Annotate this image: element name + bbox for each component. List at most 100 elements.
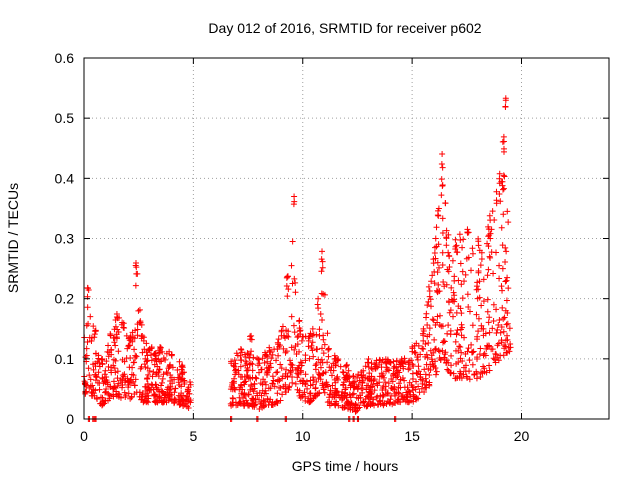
data-point bbox=[490, 270, 497, 277]
data-point bbox=[275, 336, 282, 343]
data-point bbox=[146, 386, 153, 393]
data-point bbox=[256, 369, 263, 376]
data-point bbox=[359, 384, 366, 391]
data-point bbox=[320, 350, 327, 357]
grid-lines bbox=[84, 58, 609, 419]
data-point bbox=[310, 353, 317, 360]
data-point bbox=[459, 268, 466, 275]
data-point bbox=[328, 400, 335, 407]
data-point bbox=[302, 371, 309, 378]
data-point bbox=[498, 224, 505, 231]
data-point bbox=[325, 383, 332, 390]
data-point bbox=[430, 317, 437, 324]
data-point bbox=[359, 379, 366, 386]
y-tick-label: 0.3 bbox=[55, 231, 75, 247]
data-point bbox=[297, 327, 304, 334]
data-point bbox=[479, 370, 486, 377]
data-point bbox=[415, 342, 422, 349]
data-point bbox=[477, 262, 484, 269]
data-point bbox=[421, 366, 428, 373]
data-point bbox=[274, 400, 281, 407]
data-point bbox=[499, 304, 506, 311]
data-point bbox=[89, 382, 96, 389]
data-point bbox=[310, 377, 317, 384]
data-point bbox=[99, 394, 106, 401]
data-point bbox=[154, 363, 161, 370]
data-point bbox=[321, 382, 328, 389]
data-point bbox=[292, 279, 299, 286]
data-point bbox=[282, 389, 289, 396]
data-point bbox=[400, 365, 407, 372]
data-point bbox=[452, 243, 459, 250]
data-point bbox=[87, 383, 94, 390]
data-point bbox=[357, 394, 364, 401]
data-point bbox=[401, 377, 408, 384]
data-point bbox=[110, 385, 117, 392]
data-point bbox=[459, 295, 466, 302]
data-point bbox=[137, 319, 144, 326]
data-point bbox=[318, 345, 325, 352]
data-point bbox=[119, 384, 126, 391]
data-point bbox=[262, 387, 269, 394]
data-point bbox=[158, 388, 165, 395]
data-point bbox=[362, 363, 369, 370]
data-point bbox=[347, 382, 354, 389]
data-point bbox=[176, 382, 183, 389]
data-point bbox=[384, 398, 391, 405]
data-point bbox=[484, 296, 491, 303]
data-point bbox=[145, 395, 152, 402]
data-point bbox=[101, 371, 108, 378]
data-point bbox=[477, 373, 484, 380]
data-point bbox=[486, 362, 493, 369]
data-point bbox=[151, 350, 158, 357]
data-point bbox=[340, 381, 347, 388]
data-point bbox=[334, 373, 341, 380]
x-tick-label: 20 bbox=[514, 428, 530, 444]
data-point bbox=[84, 285, 91, 292]
data-point bbox=[134, 326, 141, 333]
data-point bbox=[503, 321, 510, 328]
data-point bbox=[105, 353, 112, 360]
data-point bbox=[464, 229, 471, 236]
data-point bbox=[458, 281, 465, 288]
data-point bbox=[156, 366, 163, 373]
data-point bbox=[292, 380, 299, 387]
data-point bbox=[422, 384, 429, 391]
data-point bbox=[469, 250, 476, 257]
data-point bbox=[502, 97, 509, 104]
data-point bbox=[264, 369, 271, 376]
data-point bbox=[277, 361, 284, 368]
data-point bbox=[500, 172, 507, 179]
data-point bbox=[500, 138, 507, 145]
data-point bbox=[132, 259, 139, 266]
data-point bbox=[100, 398, 107, 405]
data-point bbox=[165, 397, 172, 404]
data-point bbox=[474, 333, 481, 340]
data-point bbox=[478, 255, 485, 262]
data-point bbox=[298, 362, 305, 369]
data-point bbox=[279, 323, 286, 330]
data-point bbox=[454, 327, 461, 334]
data-point bbox=[131, 390, 138, 397]
data-point bbox=[92, 327, 99, 334]
data-point bbox=[440, 278, 447, 285]
data-point bbox=[354, 385, 361, 392]
data-point bbox=[163, 350, 170, 357]
data-point bbox=[153, 393, 160, 400]
data-point bbox=[274, 390, 281, 397]
data-point bbox=[485, 319, 492, 326]
data-point bbox=[342, 374, 349, 381]
data-point bbox=[414, 354, 421, 361]
data-point bbox=[432, 345, 439, 352]
data-point bbox=[459, 244, 466, 251]
data-point bbox=[341, 392, 348, 399]
data-point bbox=[184, 386, 191, 393]
data-point bbox=[393, 374, 400, 381]
data-point bbox=[265, 364, 272, 371]
data-point bbox=[453, 330, 460, 337]
data-point bbox=[282, 381, 289, 388]
data-point bbox=[99, 374, 106, 381]
data-point bbox=[83, 382, 90, 389]
data-point bbox=[500, 328, 507, 335]
data-point bbox=[493, 351, 500, 358]
